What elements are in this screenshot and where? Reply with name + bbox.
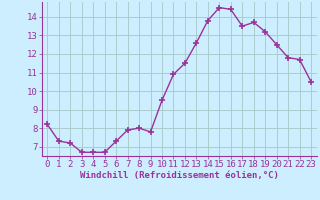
X-axis label: Windchill (Refroidissement éolien,°C): Windchill (Refroidissement éolien,°C)	[80, 171, 279, 180]
